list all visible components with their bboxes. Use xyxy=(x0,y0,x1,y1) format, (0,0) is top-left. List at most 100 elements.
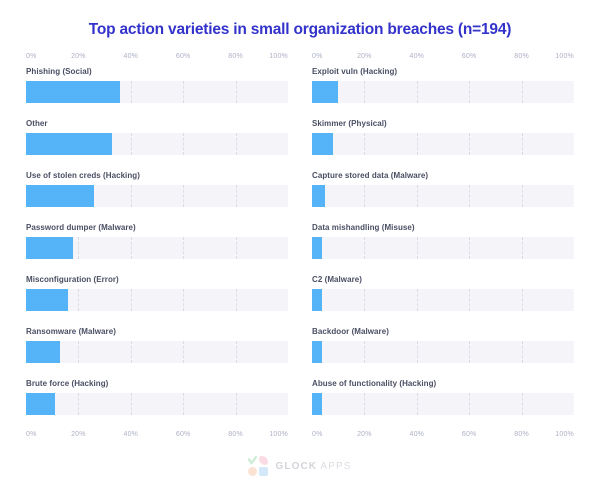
x-axis-tick-label: 80% xyxy=(228,53,243,60)
bar-label: Abuse of functionality (Hacking) xyxy=(312,379,437,388)
gridline xyxy=(364,289,366,311)
bar-row: Capture stored data (Malware) xyxy=(312,171,574,207)
bar-fill xyxy=(26,81,121,103)
bar-row: Abuse of functionality (Hacking) xyxy=(312,379,574,415)
bar-track xyxy=(26,133,288,155)
gridline xyxy=(364,185,366,207)
gridline xyxy=(235,289,237,311)
x-axis-tick-label: 40% xyxy=(409,53,425,60)
x-axis-tick-label: 40% xyxy=(409,431,425,438)
bar-track xyxy=(26,185,288,207)
bar-label: C2 (Malware) xyxy=(312,275,362,284)
gridline xyxy=(183,81,185,103)
gridline xyxy=(416,393,418,415)
bar-track xyxy=(26,393,288,415)
gridline xyxy=(469,393,471,415)
gridline xyxy=(416,341,418,363)
gridline xyxy=(183,393,185,415)
gridline xyxy=(521,185,523,207)
diamond-icon xyxy=(259,456,269,465)
gridline xyxy=(469,341,471,363)
brand-name-light: APPS xyxy=(320,460,352,472)
glockapps-logo-icon xyxy=(248,456,269,476)
bar-track xyxy=(26,237,288,259)
x-axis-tick-label: 40% xyxy=(123,431,139,438)
bar-label: Exploit vuln (Hacking) xyxy=(312,67,398,76)
gridline xyxy=(130,185,132,207)
gridline xyxy=(235,341,237,363)
x-axis-tick-label: 80% xyxy=(514,431,529,438)
x-axis-tick-label: 40% xyxy=(123,53,139,60)
x-axis-tick-label: 100% xyxy=(269,53,288,60)
gridline xyxy=(130,237,132,259)
gridline xyxy=(183,185,185,207)
x-axis-tick-label: 100% xyxy=(269,431,288,438)
gridline xyxy=(469,237,471,259)
bar-track xyxy=(26,341,288,363)
bar-fill xyxy=(26,133,113,155)
bar-label: Password dumper (Malware) xyxy=(26,223,136,232)
gridline xyxy=(364,81,366,103)
bar-fill xyxy=(26,185,95,207)
bar-row: Exploit vuln (Hacking) xyxy=(312,67,574,103)
left-column: 0% 20% 40% 60% 80% 100% Phishing (Social) Other… xyxy=(26,53,288,442)
gridline xyxy=(416,185,418,207)
x-axis-tick-label: 60% xyxy=(175,53,191,60)
gridline xyxy=(521,341,523,363)
gridline xyxy=(235,185,237,207)
page-title: Top action varieties in small organizati… xyxy=(88,21,512,38)
bar-fill xyxy=(312,81,339,103)
chart-columns: 0% 20% 40% 60% 80% 100% Phishing (Social) Other… xyxy=(0,53,600,442)
x-axis-bottom: 0% 20% 40% 60% 80% 100% xyxy=(26,431,288,442)
bar-track xyxy=(312,289,574,311)
gridline xyxy=(183,341,185,363)
gridline xyxy=(130,289,132,311)
gridline xyxy=(364,133,366,155)
gridline xyxy=(183,133,185,155)
x-axis-tick-label: 80% xyxy=(228,431,243,438)
gridline xyxy=(416,133,418,155)
bar-row: Phishing (Social) xyxy=(26,67,288,103)
bar-fill xyxy=(26,237,74,259)
bar-label: Ransomware (Malware) xyxy=(26,327,116,336)
bar-label: Capture stored data (Malware) xyxy=(312,171,429,180)
gridline xyxy=(416,289,418,311)
bar-track xyxy=(312,237,574,259)
bar-fill xyxy=(312,237,323,259)
bar-row: Backdoor (Malware) xyxy=(312,327,574,363)
bar-row: Use of stolen creds (Hacking) xyxy=(26,171,288,207)
x-axis-tick-label: 100% xyxy=(555,431,574,438)
gridline xyxy=(521,393,523,415)
gridline xyxy=(521,81,523,103)
gridline xyxy=(235,133,237,155)
bar-fill xyxy=(312,185,326,207)
bar-label: Misconfiguration (Error) xyxy=(26,275,119,284)
gridline xyxy=(78,393,80,415)
gridline xyxy=(130,341,132,363)
bar-row: C2 (Malware) xyxy=(312,275,574,311)
gridline xyxy=(469,185,471,207)
gridline xyxy=(364,341,366,363)
x-axis-tick-label: 0% xyxy=(312,431,323,438)
bar-row: Misconfiguration (Error) xyxy=(26,275,288,311)
bar-label: Other xyxy=(26,119,48,128)
brand-name: GLOCK APPS xyxy=(275,461,351,472)
bar-fill xyxy=(312,341,323,363)
bar-row: Password dumper (Malware) xyxy=(26,223,288,259)
x-axis-tick-label: 80% xyxy=(514,53,529,60)
bar-label: Skimmer (Physical) xyxy=(312,119,387,128)
gridline xyxy=(521,289,523,311)
gridline xyxy=(416,237,418,259)
gridline xyxy=(235,237,237,259)
x-axis-tick-label: 0% xyxy=(312,53,323,60)
gridline xyxy=(469,289,471,311)
bar-row: Other xyxy=(26,119,288,155)
gridline xyxy=(130,393,132,415)
gridline xyxy=(183,289,185,311)
x-axis-tick-label: 0% xyxy=(26,431,37,438)
x-axis-tick-label: 20% xyxy=(71,53,86,60)
right-column: 0% 20% 40% 60% 80% 100% Exploit vuln (Hacking)… xyxy=(312,53,574,442)
gridline xyxy=(469,81,471,103)
bar-label: Phishing (Social) xyxy=(26,67,92,76)
x-axis-top: 0% 20% 40% 60% 80% 100% xyxy=(26,53,288,64)
